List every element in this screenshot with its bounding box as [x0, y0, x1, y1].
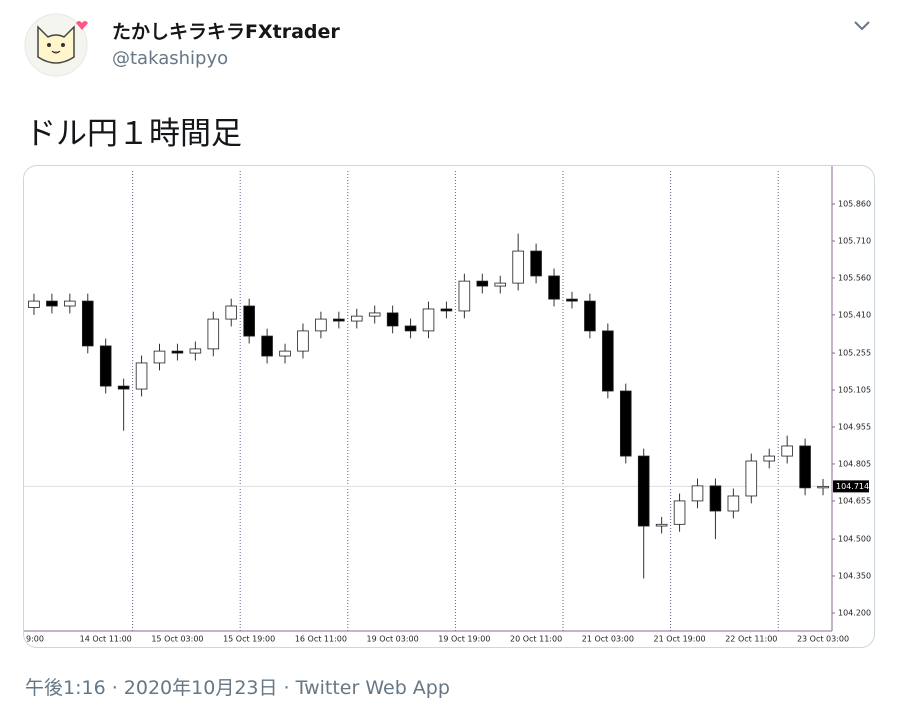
display-name[interactable]: たかしキラキラFXtrader — [112, 21, 340, 43]
candle-body — [727, 495, 740, 512]
tweet-text: ドル円１時間足 — [25, 116, 242, 152]
candle-body — [46, 300, 58, 307]
candle-body — [458, 280, 471, 312]
candle-body — [602, 330, 614, 392]
x-tick-label: 23 Oct 03:00 — [797, 635, 849, 644]
candle-body — [81, 300, 94, 347]
candle-body — [673, 500, 686, 525]
x-tick-label: 14 Oct 11:00 — [80, 635, 132, 644]
candle-body — [691, 485, 704, 502]
candle-body — [171, 350, 184, 354]
menu-chevron[interactable] — [852, 18, 872, 34]
y-tick-label: 105.860 — [838, 200, 871, 209]
candle-body — [99, 345, 112, 387]
y-tick-label: 104.350 — [838, 572, 871, 581]
candle-body — [368, 312, 381, 317]
x-tick-label: 9:00 — [26, 635, 44, 644]
candle-body — [153, 350, 166, 364]
candle-body — [799, 445, 811, 489]
y-tick-label: 105.410 — [838, 310, 871, 319]
y-tick-label: 105.710 — [838, 236, 871, 245]
candle-body — [440, 308, 453, 312]
timestamp[interactable]: 午後1:16 · 2020年10月23日 · Twitter Web App — [25, 677, 450, 699]
y-tick-label: 104.500 — [838, 535, 871, 544]
y-tick-label: 104.955 — [838, 422, 871, 431]
chart: 105.860 105.710 105.560 105.410 105.255 105.1… — [24, 166, 871, 644]
candle-body — [64, 300, 76, 307]
candle-body — [817, 485, 829, 489]
y-tick-label: 104.805 — [838, 459, 871, 468]
candle-body — [512, 250, 524, 284]
candle-body — [781, 445, 793, 457]
candle-body — [619, 390, 632, 457]
candle-body — [350, 315, 363, 322]
candle-body — [566, 298, 578, 302]
candle-body — [637, 455, 650, 527]
candle-body — [279, 350, 291, 357]
y-tick-label: 104.655 — [838, 496, 871, 505]
candle-body — [135, 362, 148, 390]
candle-body — [333, 318, 345, 322]
x-tick-label: 21 Oct 19:00 — [653, 635, 705, 644]
candle-body — [207, 318, 220, 350]
candle-body — [584, 300, 596, 332]
y-tick-label: 105.560 — [838, 273, 871, 282]
candle-body — [763, 455, 776, 462]
candle-body — [548, 275, 560, 300]
x-tick-label: 19 Oct 03:00 — [367, 635, 419, 644]
last-price-box — [833, 480, 869, 493]
x-tick-label: 21 Oct 03:00 — [582, 635, 634, 644]
x-tick-label: 22 Oct 11:00 — [725, 635, 777, 644]
candle-body — [261, 335, 273, 357]
avatar[interactable] — [24, 13, 88, 77]
candle-body — [476, 280, 489, 287]
x-tick-label: 15 Oct 19:00 — [223, 635, 275, 644]
x-tick-label: 20 Oct 11:00 — [510, 635, 562, 644]
candle-body — [404, 325, 417, 332]
x-tick-label: 19 Oct 19:00 — [438, 635, 490, 644]
candle-body — [709, 485, 722, 512]
tweet-image[interactable]: 105.860 105.710 105.560 105.410 105.255 105.1… — [23, 165, 875, 648]
x-tick-label: 15 Oct 03:00 — [151, 635, 203, 644]
candle-body — [422, 308, 435, 332]
candle-body — [225, 305, 238, 320]
y-tick-label: 105.105 — [838, 386, 871, 395]
candle-body — [315, 318, 327, 332]
candle-body — [28, 300, 40, 308]
user-handle[interactable]: @takashipyo — [112, 48, 229, 69]
x-tick-label: 16 Oct 11:00 — [295, 635, 347, 644]
candle-body — [117, 385, 130, 390]
y-tick-label: 105.255 — [838, 349, 871, 358]
candle-body — [189, 348, 202, 354]
candle-body — [655, 523, 668, 527]
candle-body — [745, 460, 758, 497]
candle-body — [297, 330, 309, 352]
candle-body — [386, 312, 399, 327]
candle-body — [494, 282, 507, 287]
last-price-label: 104.714 — [836, 482, 869, 491]
candle-body — [243, 305, 255, 337]
candle-body — [530, 250, 542, 277]
y-tick-label: 104.200 — [838, 609, 871, 618]
